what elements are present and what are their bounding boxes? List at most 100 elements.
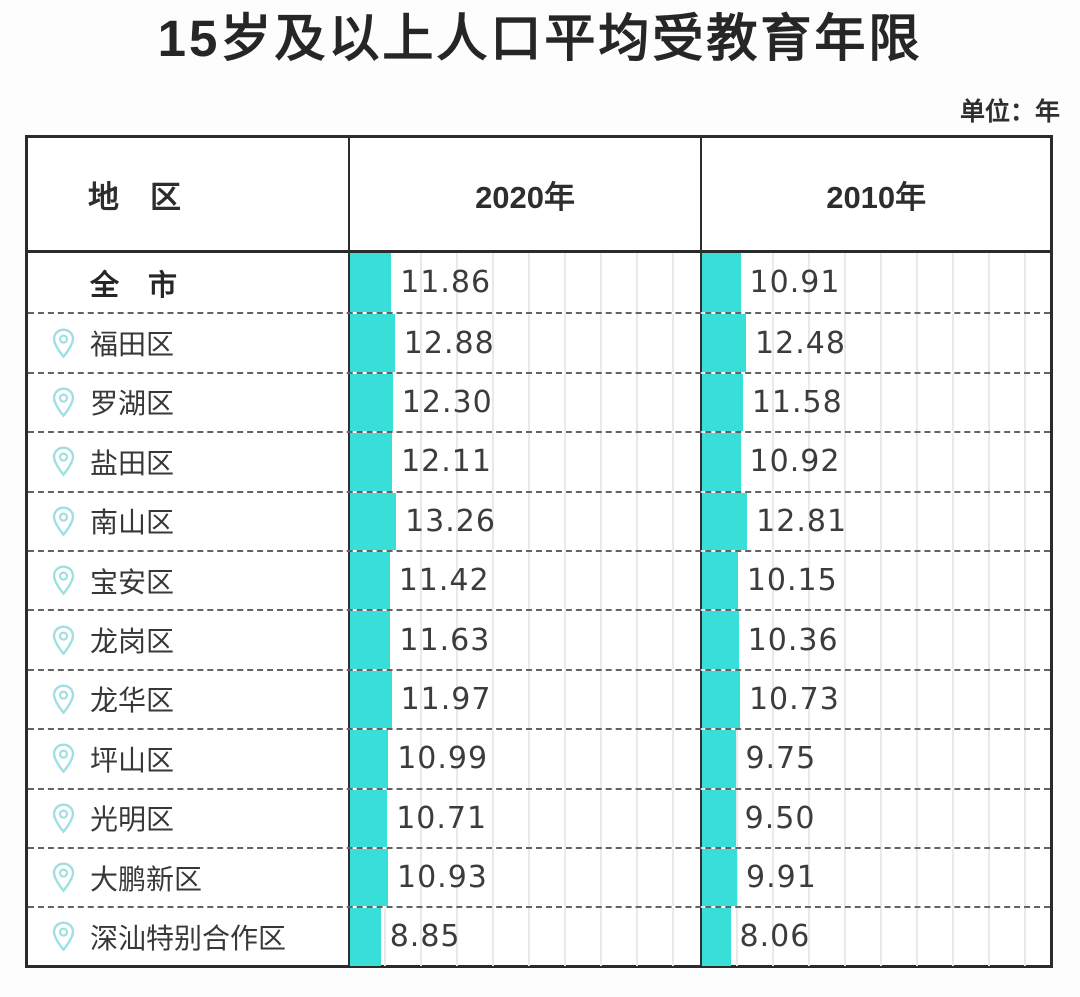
value-2020: 10.71 [396,800,488,836]
bar-2010 [702,789,736,847]
bar-2010 [702,670,740,729]
value-2020: 12.88 [403,325,495,361]
bar-2020 [349,670,392,729]
location-pin-icon [52,506,75,537]
table-row: 罗湖区 12.30 11.58 [28,371,1050,432]
region-cell: 龙华区 [28,671,348,728]
value-2010: 9.91 [746,860,817,896]
region-cell: 光明区 [28,790,348,847]
table-row: 龙华区 11.97 10.73 [28,668,1050,729]
value-2020: 10.93 [397,860,488,896]
value-2010: 9.75 [745,741,817,777]
value-cell-2020: 10.93 [347,848,701,907]
value-2010: 10.91 [749,265,841,301]
bar-2020 [349,373,393,432]
education-years-table: 地 区 2020年 2010年 全 市 11.86 10.91 福田区 [25,135,1053,968]
bar-2010 [702,848,738,907]
value-cell-2020: 11.86 [347,253,701,313]
table-row: 福田区 12.88 12.48 [28,312,1050,372]
region-label: 坪山区 [90,744,175,776]
bar-2010 [702,253,741,313]
value-cell-2010: 9.50 [700,789,1050,847]
table-row: 全 市 11.86 10.91 [28,253,1050,313]
region-cell: 坪山区 [28,730,348,787]
location-pin-icon [52,743,75,774]
value-2010: 10.36 [747,622,839,658]
region-label: 大鹏新区 [90,863,203,895]
bar-2010 [702,611,739,669]
bar-2020 [349,730,389,788]
bar-2010 [702,314,747,372]
region-cell: 福田区 [28,314,348,371]
header-region: 地 区 [88,179,181,215]
header-2010: 2010年 [700,138,1050,250]
region-cell: 宝安区 [28,552,348,609]
location-pin-icon [52,328,75,359]
bar-2010 [702,908,731,966]
region-cell: 龙岗区 [28,611,348,668]
value-cell-2010: 10.92 [700,433,1050,491]
value-2010: 10.73 [748,681,840,717]
bar-2020 [349,551,390,610]
value-cell-2020: 11.42 [347,551,701,610]
bar-2020 [349,492,397,550]
bar-2010 [702,433,741,491]
value-cell-2010: 10.36 [700,611,1050,669]
value-2020: 8.85 [389,919,461,955]
region-label: 龙岗区 [90,626,175,658]
value-cell-2020: 11.97 [347,670,701,729]
value-cell-2010: 10.91 [700,253,1050,313]
value-cell-2010: 9.91 [700,848,1050,907]
value-2020: 10.99 [397,741,489,777]
region-label: 盐田区 [90,447,175,479]
value-2010: 12.48 [755,325,846,361]
table-row: 龙岗区 11.63 10.36 [28,609,1050,669]
region-cell: 全 市 [28,253,348,312]
bar-2020 [349,611,391,669]
table-row: 深汕特别合作区 8.85 8.06 [28,906,1050,966]
bar-2020 [349,253,392,313]
value-cell-2010: 11.58 [700,373,1050,432]
value-2020: 11.86 [400,265,492,301]
region-label: 福田区 [90,329,175,361]
value-cell-2020: 12.30 [347,373,701,432]
value-cell-2010: 9.75 [700,730,1050,788]
location-pin-icon [52,684,75,715]
value-cell-2010: 12.81 [700,492,1050,550]
value-2020: 13.26 [405,503,496,539]
value-2020: 11.97 [400,681,492,717]
table-row: 宝安区 11.42 10.15 [28,549,1050,610]
value-cell-2020: 10.99 [347,730,701,788]
region-label: 光明区 [90,804,175,836]
table-row: 南山区 13.26 12.81 [28,490,1050,550]
location-pin-icon [52,862,75,893]
location-pin-icon [52,921,75,952]
region-cell: 大鹏新区 [28,849,348,906]
bar-2020 [349,789,388,847]
location-pin-icon [52,387,75,418]
unit-note: 单位：年 [959,98,1060,126]
value-2020: 11.42 [398,563,490,599]
value-cell-2010: 12.48 [700,314,1050,372]
value-cell-2020: 13.26 [347,492,701,550]
value-cell-2020: 10.71 [347,789,701,847]
value-cell-2020: 12.11 [347,433,701,491]
value-2010: 10.92 [749,444,841,480]
table-row: 坪山区 10.99 9.75 [28,728,1050,788]
value-cell-2020: 8.85 [347,908,701,966]
value-cell-2020: 12.88 [347,314,701,372]
header-2020: 2020年 [347,138,701,250]
value-cell-2010: 8.06 [700,908,1050,966]
bar-2020 [349,908,381,966]
value-2020: 11.63 [399,622,491,658]
region-label: 龙华区 [90,685,175,717]
table-row: 大鹏新区 10.93 9.91 [28,846,1050,907]
bar-2010 [702,492,748,550]
region-label: 宝安区 [90,566,175,598]
bar-2010 [702,373,743,432]
value-2010: 12.81 [756,503,848,539]
bar-2010 [702,730,737,788]
location-pin-icon [52,625,75,656]
page-title: 15岁及以上人口平均受教育年限 [157,10,923,67]
value-2020: 12.30 [401,384,493,420]
